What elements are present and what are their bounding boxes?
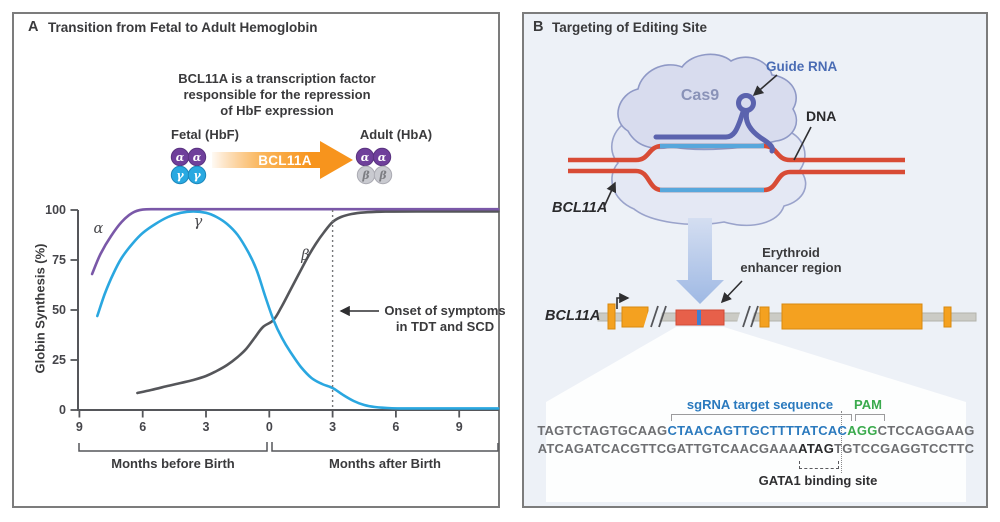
gata1-binding-sequence: ATAG [798,441,835,456]
gata1-bracket [799,461,839,469]
y-tick-label: 50 [52,303,66,317]
bcl11a-arrow-label: BCL11A [258,153,312,168]
y-tick-label: 75 [52,253,66,267]
alpha-globin-curve-label: α [93,221,104,237]
months-before-birth-label: Months before Birth [111,456,235,471]
panel-b-title: Targeting of Editing Site [552,20,707,35]
y-tick-label: 25 [52,353,66,367]
pam-label: PAM [854,397,882,412]
bcl11a-pointer-label: BCL11A [552,200,608,216]
x-tick-label: 6 [139,420,147,434]
x-tick-label: 6 [392,420,400,434]
erythroid-enhancer-label: Erythroid enhancer region [740,245,842,275]
x-tick-label: 3 [329,420,337,434]
x-tick-label: 9 [75,420,83,434]
bcl11a-gene-label: BCL11A [545,308,601,324]
beta-globin-curve-label: β [301,248,310,264]
onset-annotation: Onset of symptoms in TDT and SCD [384,303,506,334]
x-tick-label: 0 [265,420,273,434]
y-tick-label: 0 [59,403,66,417]
dna-sequence-bottom-strand: ATCAGATCACGTTCGATTGTCAACGAAAATAGTGTCCGAG… [537,441,975,456]
guide-rna-label: Guide RNA [766,59,838,74]
y-tick-label: 100 [45,203,66,217]
sgrna-target-sequence-label: sgRNA target sequence [686,397,834,412]
cas9-label: Cas9 [680,87,720,104]
adult-hba-label: Adult (HbA) [359,127,433,142]
pam-bracket [855,414,885,421]
bcl11a-intro-text: BCL11A is a transcription factor respons… [178,71,376,118]
x-tick-label: 9 [455,420,463,434]
months-after-birth-label: Months after Birth [329,456,441,471]
pam-sequence: AGG [847,423,878,438]
gata1-binding-site-label: GATA1 binding site [758,473,878,488]
panel-a-title: Transition from Fetal to Adult Hemoglobi… [48,20,318,35]
dna-label: DNA [806,108,837,124]
panel-b-label: B [533,19,544,35]
panel-a-label: A [28,19,39,35]
gamma-globin-curve-label: γ [193,214,203,230]
sgrna-target-sequence: CTAACAGTTGCTTTTATCAC [667,423,848,438]
fetal-hbf-label: Fetal (HbF) [171,127,239,142]
sgrna-bracket [671,414,852,421]
dna-sequence-top-strand: TAGTCTAGTGCAAGCTAACAGTTGCTTTTATCACAGGCTC… [537,423,975,438]
x-tick-label: 3 [202,420,210,434]
